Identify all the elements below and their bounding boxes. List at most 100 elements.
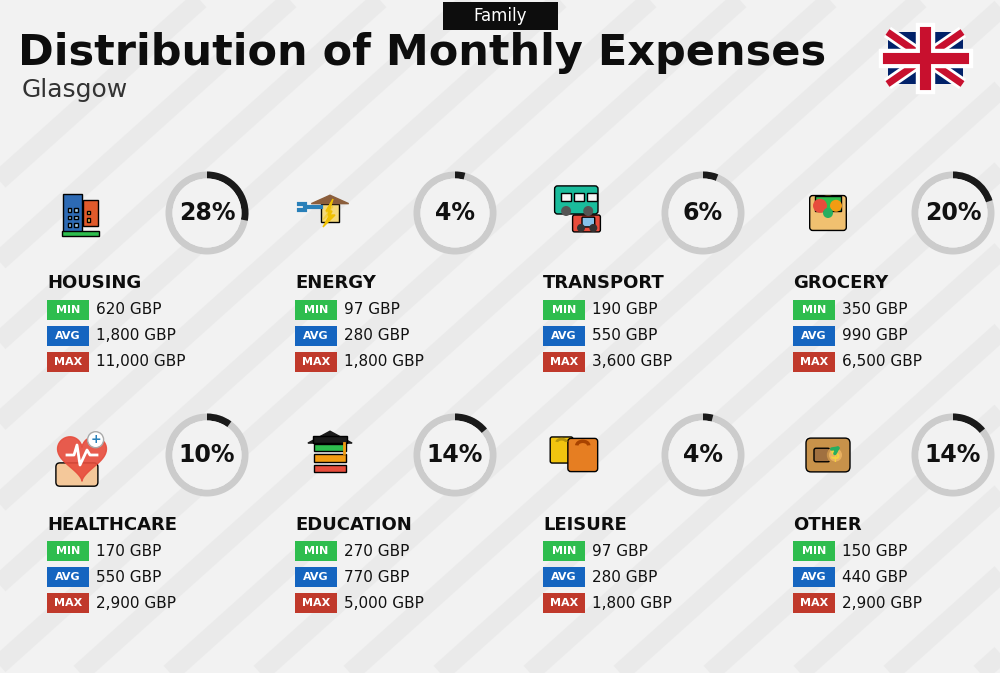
FancyBboxPatch shape xyxy=(47,352,89,372)
FancyBboxPatch shape xyxy=(47,541,89,561)
FancyBboxPatch shape xyxy=(543,541,585,561)
FancyBboxPatch shape xyxy=(68,223,71,227)
FancyBboxPatch shape xyxy=(47,300,89,320)
Text: GROCERY: GROCERY xyxy=(793,274,888,292)
Circle shape xyxy=(918,421,988,489)
Circle shape xyxy=(166,172,248,254)
Text: AVG: AVG xyxy=(551,572,577,582)
Circle shape xyxy=(173,178,242,248)
Text: Distribution of Monthly Expenses: Distribution of Monthly Expenses xyxy=(18,32,826,74)
Text: 280 GBP: 280 GBP xyxy=(592,569,657,584)
FancyBboxPatch shape xyxy=(314,454,346,462)
Text: MAX: MAX xyxy=(54,357,82,367)
Circle shape xyxy=(414,172,496,254)
FancyBboxPatch shape xyxy=(68,209,71,212)
Circle shape xyxy=(662,172,744,254)
FancyBboxPatch shape xyxy=(543,326,585,346)
Text: 170 GBP: 170 GBP xyxy=(96,544,161,559)
FancyBboxPatch shape xyxy=(815,196,841,211)
Circle shape xyxy=(583,206,593,216)
Text: 990 GBP: 990 GBP xyxy=(842,328,908,343)
Text: LEISURE: LEISURE xyxy=(543,516,627,534)
Text: MAX: MAX xyxy=(302,598,330,608)
FancyBboxPatch shape xyxy=(543,567,585,587)
Text: 4%: 4% xyxy=(683,443,723,467)
Polygon shape xyxy=(308,431,352,443)
Circle shape xyxy=(668,421,738,489)
FancyBboxPatch shape xyxy=(295,541,337,561)
Text: 4%: 4% xyxy=(435,201,475,225)
Text: MIN: MIN xyxy=(802,546,826,556)
Text: 350 GBP: 350 GBP xyxy=(842,302,908,318)
Polygon shape xyxy=(323,199,335,227)
FancyBboxPatch shape xyxy=(793,567,835,587)
Text: 1,800 GBP: 1,800 GBP xyxy=(344,355,424,369)
Text: MIN: MIN xyxy=(304,305,328,315)
Text: 97 GBP: 97 GBP xyxy=(592,544,648,559)
Text: 1,800 GBP: 1,800 GBP xyxy=(96,328,176,343)
Text: $: $ xyxy=(830,448,841,462)
Wedge shape xyxy=(703,172,718,181)
FancyBboxPatch shape xyxy=(295,300,337,320)
FancyBboxPatch shape xyxy=(543,300,585,320)
Text: 5,000 GBP: 5,000 GBP xyxy=(344,596,424,610)
Text: AVG: AVG xyxy=(55,572,81,582)
Text: 6,500 GBP: 6,500 GBP xyxy=(842,355,922,369)
Text: 28%: 28% xyxy=(179,201,235,225)
Bar xyxy=(888,32,962,84)
Text: MIN: MIN xyxy=(56,305,80,315)
FancyBboxPatch shape xyxy=(68,216,71,219)
FancyBboxPatch shape xyxy=(74,209,78,212)
Text: Glasgow: Glasgow xyxy=(22,78,128,102)
Text: Family: Family xyxy=(473,7,527,25)
Circle shape xyxy=(420,178,490,248)
Wedge shape xyxy=(455,172,465,180)
Polygon shape xyxy=(311,195,349,204)
Wedge shape xyxy=(455,413,487,433)
FancyBboxPatch shape xyxy=(587,193,597,201)
FancyBboxPatch shape xyxy=(83,201,98,225)
FancyBboxPatch shape xyxy=(295,593,337,613)
Wedge shape xyxy=(953,172,992,203)
Text: MAX: MAX xyxy=(550,598,578,608)
Text: 11,000 GBP: 11,000 GBP xyxy=(96,355,186,369)
Circle shape xyxy=(420,178,490,248)
Text: OTHER: OTHER xyxy=(793,516,862,534)
Text: MIN: MIN xyxy=(552,305,576,315)
FancyBboxPatch shape xyxy=(561,193,571,201)
FancyBboxPatch shape xyxy=(74,216,78,219)
Circle shape xyxy=(662,413,744,497)
Text: 14%: 14% xyxy=(427,443,483,467)
FancyBboxPatch shape xyxy=(314,444,346,451)
Text: 770 GBP: 770 GBP xyxy=(344,569,409,584)
Circle shape xyxy=(918,421,988,489)
Circle shape xyxy=(420,421,490,489)
Text: MIN: MIN xyxy=(552,546,576,556)
FancyBboxPatch shape xyxy=(295,352,337,372)
FancyBboxPatch shape xyxy=(793,300,835,320)
Circle shape xyxy=(589,224,597,232)
Circle shape xyxy=(918,178,988,248)
FancyBboxPatch shape xyxy=(568,438,598,472)
Text: 190 GBP: 190 GBP xyxy=(592,302,658,318)
Circle shape xyxy=(414,413,496,497)
FancyBboxPatch shape xyxy=(814,448,830,462)
FancyBboxPatch shape xyxy=(793,593,835,613)
FancyBboxPatch shape xyxy=(550,437,573,463)
Circle shape xyxy=(912,172,994,254)
Text: 280 GBP: 280 GBP xyxy=(344,328,409,343)
Text: 6%: 6% xyxy=(683,201,723,225)
Circle shape xyxy=(668,178,738,248)
Text: 2,900 GBP: 2,900 GBP xyxy=(842,596,922,610)
Text: 97 GBP: 97 GBP xyxy=(344,302,400,318)
Circle shape xyxy=(173,178,242,248)
Circle shape xyxy=(561,206,571,216)
Circle shape xyxy=(668,178,738,248)
Wedge shape xyxy=(207,413,231,427)
FancyBboxPatch shape xyxy=(543,593,585,613)
Wedge shape xyxy=(703,413,713,421)
Circle shape xyxy=(918,178,988,248)
Text: HEALTHCARE: HEALTHCARE xyxy=(47,516,177,534)
Circle shape xyxy=(830,200,842,212)
FancyBboxPatch shape xyxy=(793,541,835,561)
